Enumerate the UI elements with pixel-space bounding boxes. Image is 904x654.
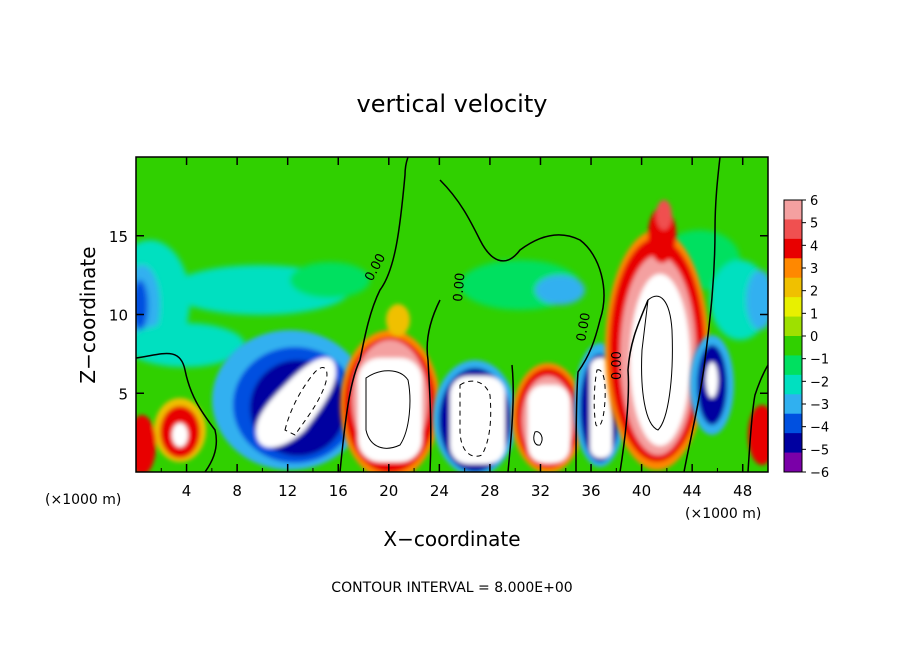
colorbar-tick-label: 3 xyxy=(810,262,818,277)
colorbar-swatch xyxy=(784,297,802,318)
colorbar-tick-label: 6 xyxy=(810,194,818,209)
x-tick-label-8: 8 xyxy=(232,482,242,500)
negative-contours xyxy=(284,367,606,457)
colorbar-tick-label: 5 xyxy=(810,217,818,232)
x-tick-label-48: 48 xyxy=(733,482,752,500)
x-tick-label-40: 40 xyxy=(632,482,651,500)
x-tick-label-20: 20 xyxy=(379,482,398,500)
y-tick-label-15: 15 xyxy=(109,228,128,246)
colorbar-swatch xyxy=(784,200,802,220)
colorbar-tick-label: −1 xyxy=(810,353,829,368)
contour-interval-note: CONTOUR INTERVAL = 8.000E+00 xyxy=(331,580,572,596)
cell-updraft-x4 xyxy=(136,398,768,472)
colorbar-swatch xyxy=(784,219,802,240)
colorbar-tick-label: −4 xyxy=(810,421,829,436)
cell-downdraft-x12 xyxy=(212,330,368,470)
colorbar-tick-label: −3 xyxy=(810,398,829,413)
y-tick-label-5: 5 xyxy=(118,385,128,403)
colorbar-swatch xyxy=(784,374,802,395)
colorbar-tick-label: 1 xyxy=(810,307,818,322)
x-tick-label-24: 24 xyxy=(430,482,449,500)
x-tick-label-12: 12 xyxy=(278,482,297,500)
x-tick-label-44: 44 xyxy=(683,482,702,500)
x-tick-label-4: 4 xyxy=(182,482,192,500)
x-axis: 4 8 12 16 20 24 28 32 36 40 44 48 xyxy=(160,157,752,500)
colorbar-tick-label: 0 xyxy=(810,330,818,345)
cell-updraft-x20 xyxy=(340,304,440,472)
colorbar-swatch xyxy=(784,258,802,279)
x-axis-label: X−coordinate xyxy=(383,527,520,551)
colorbar-tick-label: 2 xyxy=(810,285,818,300)
colorbar-tick-label: −5 xyxy=(810,443,829,458)
y-axis: 5 10 15 xyxy=(109,228,768,403)
cell-updraft-x32 xyxy=(512,363,584,472)
chart-title: vertical velocity xyxy=(357,90,548,118)
x-tick-label-36: 36 xyxy=(581,482,600,500)
colorbar-swatch xyxy=(784,316,802,337)
colorbar-swatch xyxy=(784,394,802,415)
colorbar-tick-label: −6 xyxy=(810,466,829,481)
x-unit-right: (×1000 m) xyxy=(685,506,761,522)
colorbar-swatch xyxy=(784,413,802,434)
cell-downdraft-x27 xyxy=(433,360,517,472)
colorbar-tick-label: −2 xyxy=(810,375,829,390)
x-unit-left: (×1000 m) xyxy=(45,492,121,508)
y-tick-label-10: 10 xyxy=(109,307,128,325)
x-tick-label-32: 32 xyxy=(531,482,550,500)
colorbar-swatch xyxy=(784,452,802,473)
colorbar: 6 5 4 3 2 1 0 −1 −2 −3 −4 −5 −6 xyxy=(783,194,829,481)
x-tick-label-28: 28 xyxy=(480,482,499,500)
cell-downdraft-x46 xyxy=(690,335,734,435)
y-axis-label: Z−coordinate xyxy=(76,246,100,383)
colorbar-swatch xyxy=(784,238,802,259)
contour-label-4: 0.00 xyxy=(610,351,625,380)
contour-label-3: 0.00 xyxy=(574,312,594,343)
colorbar-swatch xyxy=(784,355,802,376)
left-negative-band xyxy=(136,230,768,367)
zero-contours xyxy=(136,157,768,472)
contour-label-2: 0.00 xyxy=(451,272,468,302)
cell-contours xyxy=(365,295,673,449)
colorbar-swatch xyxy=(784,277,802,298)
cell-updraft-x41 xyxy=(605,200,709,470)
colorbar-tick-label: 4 xyxy=(810,239,818,254)
colorbar-swatch xyxy=(784,433,802,454)
x-tick-label-16: 16 xyxy=(329,482,348,500)
colorbar-swatch xyxy=(784,336,802,356)
plot-field: 0.00 0.00 0.00 0.00 xyxy=(136,157,768,472)
